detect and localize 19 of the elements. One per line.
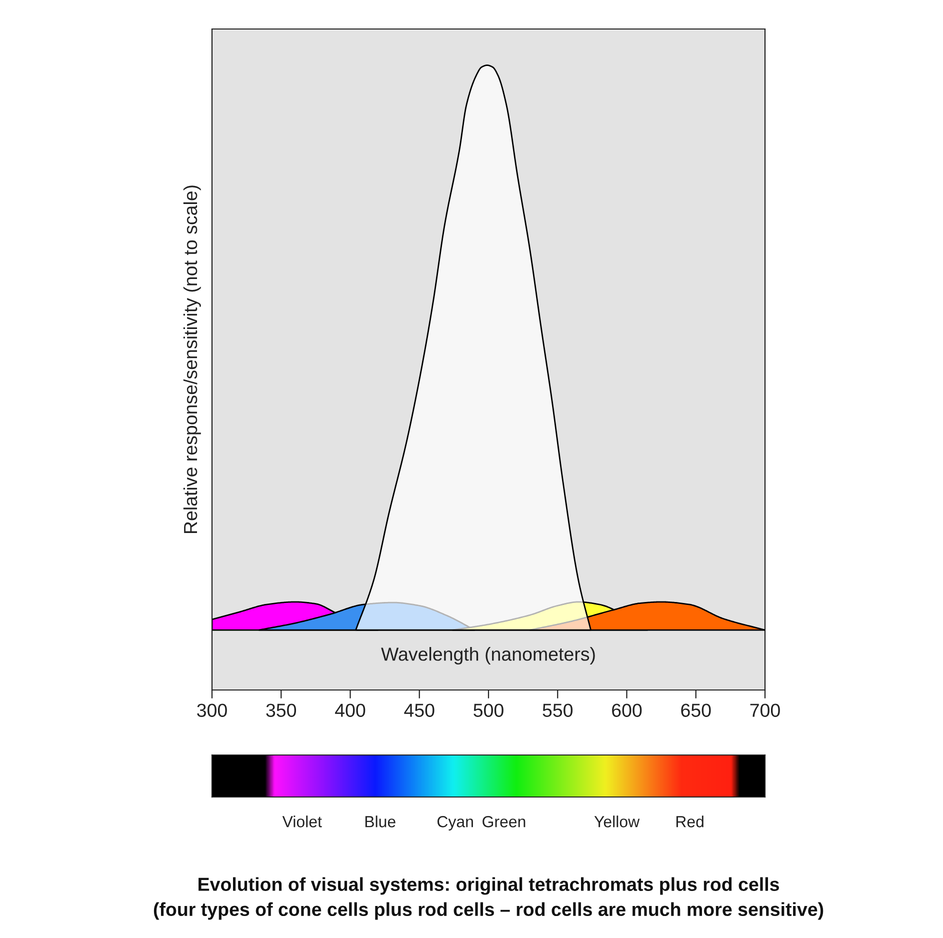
x-axis-title: Wavelength (nanometers) — [381, 647, 595, 665]
y-axis-title: Relative response/sensitivity (not to scale) — [183, 186, 201, 534]
text: Blue — [365, 816, 396, 828]
text: Red — [676, 816, 704, 828]
x-tick-label: 650 — [681, 704, 711, 717]
x-tick-label: 450 — [404, 704, 434, 717]
text: Green — [482, 816, 526, 828]
text: Cyan — [437, 816, 473, 830]
text: Evolution of visual systems: original tetrachromats plus rod cells — [198, 877, 779, 895]
x-tick-label: 350 — [266, 704, 296, 717]
text: Violet — [282, 816, 322, 828]
x-tick-label: 500 — [474, 704, 504, 717]
x-tick-label: 700 — [750, 704, 780, 717]
text: Yellow — [594, 816, 640, 828]
text: (four types of cone cells plus rod cells – rod cells are much more sensitive) — [154, 902, 824, 920]
x-tick-label: 600 — [612, 704, 642, 717]
x-tick-label: 300 — [197, 704, 227, 717]
x-tick-label: 400 — [335, 704, 366, 717]
x-tick-label: 550 — [542, 704, 573, 717]
